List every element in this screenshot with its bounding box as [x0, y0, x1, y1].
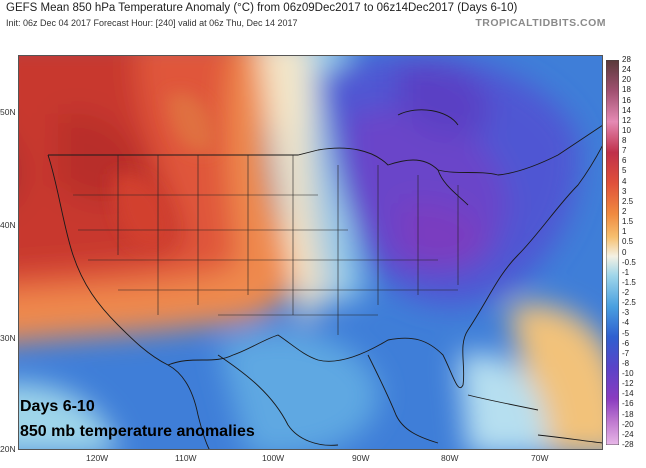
colorbar-label: -6	[622, 338, 630, 348]
colorbar-label: 3	[622, 186, 627, 196]
colorbar-label: -16	[622, 399, 634, 409]
lat-label-40n: 40N	[0, 220, 16, 230]
map-title: GEFS Mean 850 hPa Temperature Anomaly (°…	[6, 2, 518, 14]
colorbar-label: -1.5	[622, 277, 636, 287]
colorbar-label: -10	[622, 369, 634, 379]
coastline-borders	[47, 109, 603, 450]
colorbar-label: 16	[622, 95, 631, 105]
colorbar-label: 12	[622, 115, 631, 125]
colorbar-label: -14	[622, 389, 634, 399]
colorbar-label: 1.5	[622, 217, 634, 227]
colorbar-label: 28	[622, 55, 631, 64]
colorbar-label: 6	[622, 156, 627, 166]
colorbar-label: -18	[622, 409, 634, 419]
colorbar-label: -12	[622, 379, 634, 389]
colorbar-label: -2	[622, 288, 630, 298]
lon-label-80w: 80W	[441, 453, 459, 463]
anomaly-map	[18, 55, 603, 450]
lon-label-110w: 110W	[175, 453, 197, 463]
colorbar-label: 4	[622, 176, 627, 186]
colorbar-label: -28	[622, 440, 634, 449]
colorbar-label: -0.5	[622, 257, 636, 267]
lon-label-90w: 90W	[352, 453, 370, 463]
lon-label-70w: 70W	[531, 453, 549, 463]
colorbar-label: 10	[622, 125, 631, 135]
lat-label-50n: 50N	[0, 107, 16, 117]
map-subtitle: Init: 06z Dec 04 2017 Forecast Hour: [24…	[6, 18, 298, 28]
colorbar-label: -20	[622, 419, 634, 429]
colorbar-label: -7	[622, 348, 630, 358]
overlay-description: 850 mb temperature anomalies	[20, 423, 255, 440]
colorbar-label: -24	[622, 429, 634, 439]
colorbar-label: -4	[622, 318, 630, 328]
colorbar-label: -2.5	[622, 298, 636, 308]
lon-label-120w: 120W	[86, 453, 109, 463]
colorbar-label: 5	[622, 166, 627, 176]
colorbar-label: 24	[622, 65, 631, 75]
colorbar-label: -1	[622, 267, 630, 277]
state-borders	[73, 155, 459, 335]
colorbar-label: 1	[622, 227, 627, 237]
lon-label-100w: 100W	[262, 453, 285, 463]
colorbar-label: 14	[622, 105, 631, 115]
colorbar-label: 0.5	[622, 237, 634, 247]
colorbar-label: 8	[622, 136, 627, 146]
overlay-days: Days 6-10	[20, 398, 95, 415]
colorbar	[606, 60, 619, 445]
colorbar-label: 2.5	[622, 196, 634, 206]
colorbar-label: -5	[622, 328, 630, 338]
lat-label-30n: 30N	[0, 333, 16, 343]
colorbar-label: 0	[622, 247, 627, 257]
colorbar-label: -8	[622, 358, 630, 368]
colorbar-label: 18	[622, 85, 631, 95]
colorbar-label: 20	[622, 75, 631, 85]
site-watermark: TROPICALTIDBITS.COM	[475, 17, 606, 29]
colorbar-label: 7	[622, 146, 627, 156]
lat-label-20n: 20N	[0, 444, 16, 454]
colorbar-label: -3	[622, 308, 630, 318]
colorbar-label: 2	[622, 206, 627, 216]
